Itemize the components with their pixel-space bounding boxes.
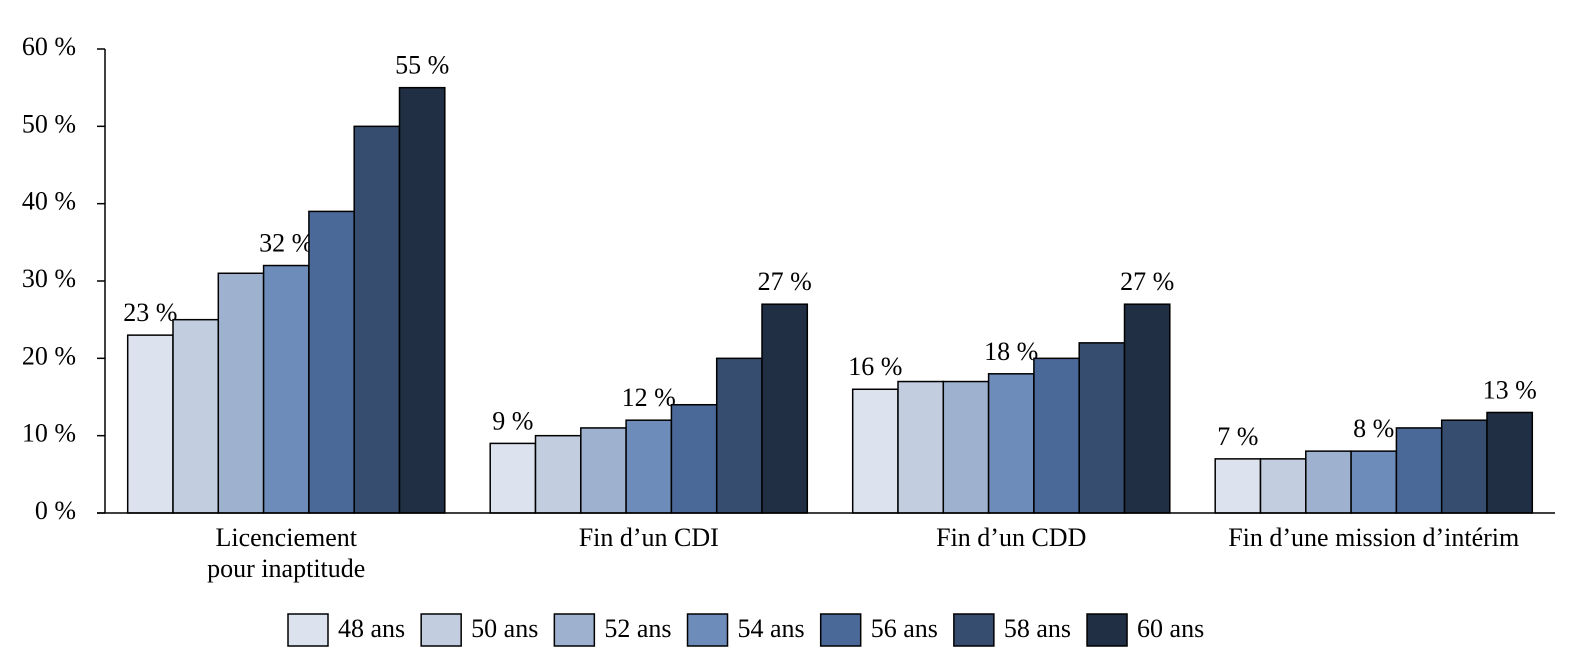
legend-swatch bbox=[287, 613, 329, 647]
x-tick-label: Licenciement pour inaptitude bbox=[207, 523, 366, 583]
bar bbox=[1350, 450, 1398, 514]
bar bbox=[715, 357, 763, 514]
legend-label: 48 ans bbox=[338, 614, 405, 643]
y-tick-label: 40 % bbox=[22, 187, 76, 216]
x-tick-label: Fin d’un CDD bbox=[936, 523, 1087, 552]
bar bbox=[625, 419, 673, 514]
value-label: 16 % bbox=[848, 352, 902, 381]
bar bbox=[489, 442, 537, 514]
legend-swatch bbox=[953, 613, 995, 647]
value-label: 13 % bbox=[1483, 375, 1537, 404]
legend-swatch bbox=[819, 613, 862, 647]
bar bbox=[1395, 427, 1443, 514]
bar bbox=[942, 380, 990, 514]
legend-label: 54 ans bbox=[738, 614, 805, 643]
value-label: 27 % bbox=[758, 267, 812, 296]
bar bbox=[1214, 458, 1262, 514]
bar bbox=[308, 210, 355, 514]
value-label: 18 % bbox=[984, 337, 1038, 366]
bar bbox=[217, 272, 265, 514]
legend-swatch bbox=[1086, 613, 1128, 647]
y-tick-label: 10 % bbox=[22, 419, 76, 448]
legend-label: 60 ans bbox=[1137, 614, 1204, 643]
value-label: 7 % bbox=[1217, 422, 1258, 451]
x-tick-label: Fin d’une mission d’intérim bbox=[1228, 523, 1520, 552]
value-label: 55 % bbox=[395, 51, 449, 80]
legend-swatch bbox=[686, 613, 729, 647]
bar bbox=[172, 318, 220, 514]
bar bbox=[670, 403, 718, 514]
legend-swatch bbox=[420, 613, 462, 647]
y-tick-label: 30 % bbox=[22, 264, 76, 293]
legend-label: 50 ans bbox=[471, 614, 538, 643]
value-label: 23 % bbox=[123, 298, 177, 327]
bar bbox=[897, 380, 945, 514]
bar bbox=[126, 334, 174, 514]
bar bbox=[398, 86, 446, 514]
bar bbox=[1440, 419, 1488, 514]
bar bbox=[1305, 450, 1352, 514]
bar bbox=[1078, 342, 1126, 514]
value-label: 9 % bbox=[492, 406, 533, 435]
y-tick-label: 60 % bbox=[22, 32, 76, 61]
bar bbox=[534, 434, 582, 514]
x-tick-label: Fin d’un CDI bbox=[578, 523, 719, 552]
y-tick-label: 0 % bbox=[35, 496, 76, 525]
y-tick-label: 50 % bbox=[22, 109, 76, 138]
y-tick-label: 20 % bbox=[22, 341, 76, 370]
bar bbox=[353, 125, 401, 514]
bar bbox=[580, 427, 627, 514]
bar bbox=[1033, 357, 1080, 514]
legend-label: 52 ans bbox=[604, 614, 671, 643]
bar bbox=[1486, 411, 1534, 514]
value-label: 32 % bbox=[259, 229, 313, 258]
legend-label: 56 ans bbox=[871, 614, 938, 643]
bar bbox=[987, 373, 1035, 514]
legend-swatch bbox=[553, 613, 596, 647]
value-label: 27 % bbox=[1120, 267, 1174, 296]
bar bbox=[1259, 458, 1307, 514]
value-label: 8 % bbox=[1353, 414, 1394, 443]
value-label: 12 % bbox=[622, 383, 676, 412]
bar bbox=[262, 264, 310, 514]
bar bbox=[851, 388, 899, 514]
legend-label: 58 ans bbox=[1004, 614, 1071, 643]
bar bbox=[761, 303, 809, 514]
bar bbox=[1123, 303, 1171, 514]
